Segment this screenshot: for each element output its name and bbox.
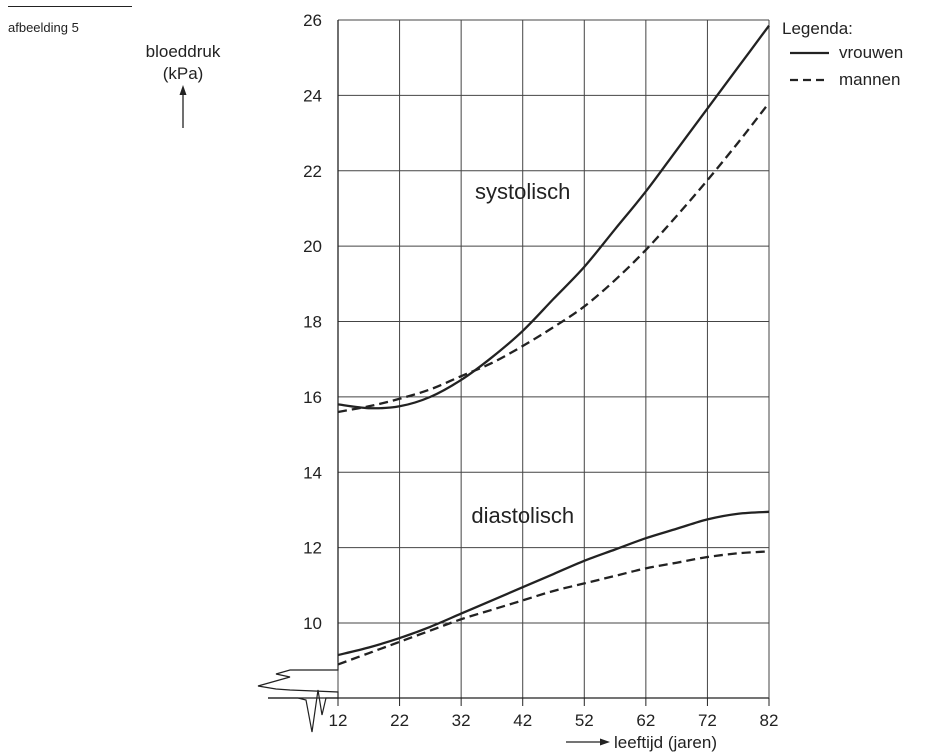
x-tick-label-12: 12 <box>329 711 348 730</box>
y-axis-arrow <box>179 85 187 128</box>
series-line-diastolisch-vrouwen <box>337 510 770 657</box>
y-tick-label-14: 14 <box>303 463 322 482</box>
x-tick-label-82: 82 <box>760 711 779 730</box>
x-tick-label-22: 22 <box>390 711 409 730</box>
y-tick-label-20: 20 <box>303 237 322 256</box>
x-tick-label-72: 72 <box>698 711 717 730</box>
x-tick-label-32: 32 <box>452 711 471 730</box>
series-line-systolisch-vrouwen <box>337 24 770 410</box>
y-tick-label-22: 22 <box>303 162 322 181</box>
series-lines <box>337 24 770 666</box>
figure-label-rule <box>8 6 132 7</box>
x-tick-label-62: 62 <box>636 711 655 730</box>
y-axis-label-line1: bloeddruk <box>146 42 221 61</box>
legend-label-mannen: mannen <box>839 70 900 89</box>
y-tick-label-24: 24 <box>303 86 322 105</box>
axis-break-symbol-y <box>257 662 339 699</box>
x-tick-label-42: 42 <box>513 711 532 730</box>
y-tick-labels: 10 12 14 16 18 20 22 24 26 <box>303 11 322 633</box>
series-line-diastolisch-mannen <box>337 550 770 666</box>
legend-label-vrouwen: vrouwen <box>839 43 903 62</box>
y-tick-label-18: 18 <box>303 313 322 332</box>
x-tick-label-52: 52 <box>575 711 594 730</box>
y-tick-label-26: 26 <box>303 11 322 30</box>
series-line-systolisch-mannen <box>337 102 770 414</box>
legend: Legenda: vrouwen mannen <box>782 19 903 89</box>
x-tick-labels: 12 22 32 42 52 62 72 82 <box>329 711 779 730</box>
y-tick-label-16: 16 <box>303 388 322 407</box>
annotation-systolisch: systolisch <box>475 179 570 204</box>
x-axis-label: leeftijd (jaren) <box>614 733 717 752</box>
annotation-diastolisch: diastolisch <box>471 503 574 528</box>
y-tick-label-10: 10 <box>303 614 322 633</box>
y-axis-label-line2: (kPa) <box>163 64 204 83</box>
x-axis-arrow <box>566 738 610 746</box>
axis-break-symbol-x <box>268 689 338 733</box>
figure-label: afbeelding 5 <box>8 20 79 35</box>
axes <box>268 20 770 706</box>
grid <box>337 19 770 698</box>
legend-title: Legenda: <box>782 19 853 38</box>
y-tick-label-12: 12 <box>303 539 322 558</box>
